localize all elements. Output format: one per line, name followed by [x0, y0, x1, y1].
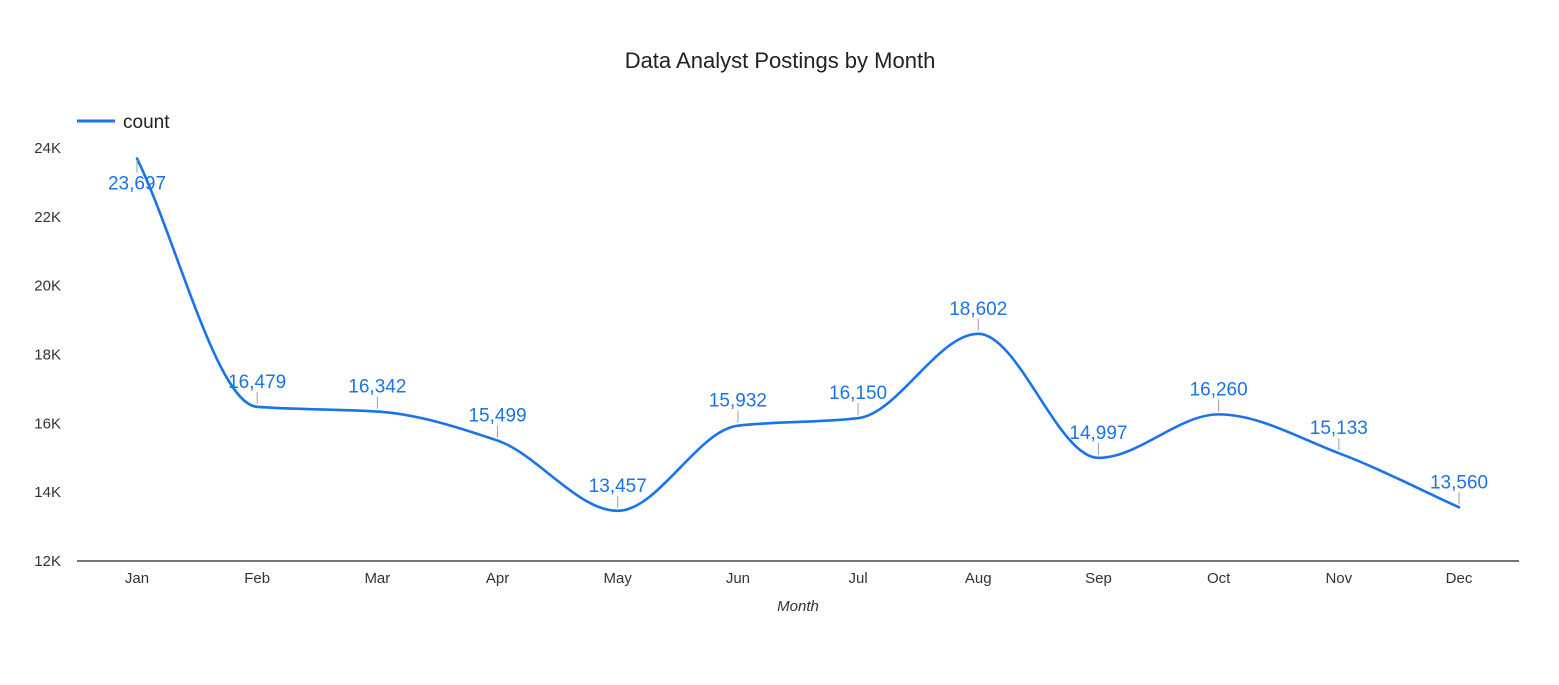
y-tick-label: 22K [34, 209, 61, 226]
data-label: 16,150 [829, 383, 887, 404]
data-label: 13,560 [1430, 472, 1488, 493]
x-tick-label: Sep [1085, 570, 1112, 587]
y-tick-label: 12K [34, 553, 61, 570]
data-label: 15,932 [709, 391, 767, 412]
data-label: 15,133 [1310, 418, 1368, 439]
series-layer [135, 157, 1461, 513]
x-tick-label: Feb [244, 570, 270, 587]
x-tick-label: Apr [486, 570, 509, 587]
y-tick-label: 20K [34, 278, 61, 295]
data-label: 13,457 [589, 476, 647, 497]
x-axis-title: Month [777, 598, 819, 615]
data-label: 16,479 [228, 372, 286, 393]
y-tick-label: 14K [34, 484, 61, 501]
data-label: 16,260 [1190, 379, 1248, 400]
x-tick-label: Oct [1207, 570, 1231, 587]
series-line-count[interactable] [135, 157, 1461, 513]
x-tick-label: May [604, 570, 633, 587]
x-tick-label: Jan [125, 570, 149, 587]
x-axis: Jan Feb Mar Apr May Jun Jul Aug Sep Oct Nov Dec [125, 570, 1473, 587]
x-tick-label: Aug [965, 570, 992, 587]
data-label: 14,997 [1069, 423, 1127, 444]
y-tick-label: 16K [34, 415, 61, 432]
data-label: 18,602 [949, 299, 1007, 320]
data-label: 15,499 [468, 406, 526, 427]
x-tick-label: Nov [1325, 570, 1352, 587]
data-label: 23,697 [108, 173, 166, 194]
y-tick-label: 18K [34, 347, 61, 364]
chart-title: Data Analyst Postings by Month [625, 48, 936, 73]
data-labels: 23,697 16,479 16,342 15,499 13,457 15,932 16,1… [108, 160, 1488, 508]
x-tick-label: Dec [1446, 570, 1473, 587]
legend-label: count [123, 112, 170, 133]
x-tick-label: Jun [726, 570, 750, 587]
x-tick-label: Jul [848, 570, 867, 587]
y-tick-label: 24K [34, 140, 61, 157]
data-label: 16,342 [348, 377, 406, 398]
y-axis: 12K 14K 16K 18K 20K 22K 24K [34, 140, 61, 570]
legend[interactable]: count [77, 112, 170, 133]
x-tick-label: Mar [364, 570, 390, 587]
